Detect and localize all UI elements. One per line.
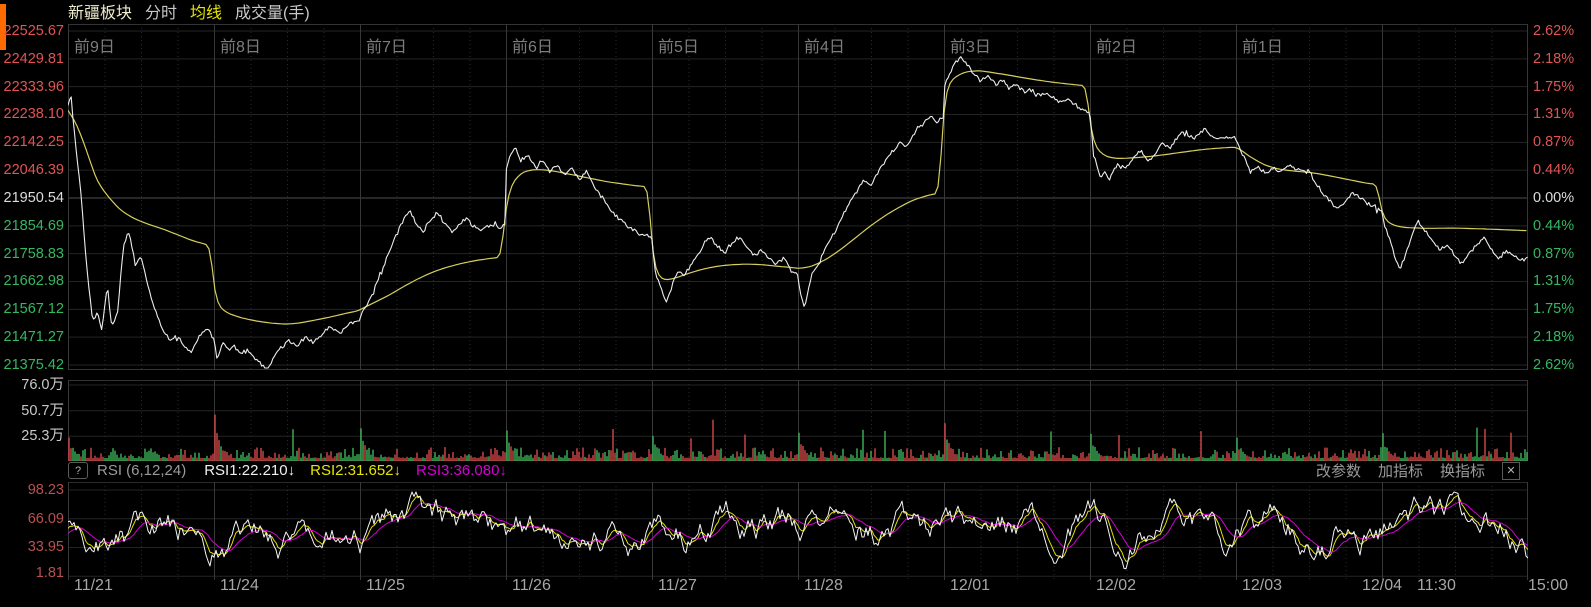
rsi-axis-label: 1.81 [35, 565, 64, 581]
help-icon[interactable]: ? [68, 462, 88, 479]
price-axis-label: 22429.81 [3, 51, 64, 67]
date-label: 11/27 [658, 577, 697, 594]
price-axis-label: 22238.10 [3, 106, 64, 122]
rsi-header-bar: ? RSI (6,12,24) RSI1:22.210↓ RSI2:31.652… [68, 460, 1520, 481]
price-axis-label: 21854.69 [3, 218, 64, 234]
day-label: 前1日 [1242, 39, 1283, 56]
rsi1-value: RSI1:22.210↓ [204, 462, 296, 479]
pct-axis-label: 1.31% [1533, 273, 1575, 289]
date-label: 12/04 [1362, 577, 1403, 594]
tab-minute-chart[interactable]: 分时 [145, 5, 178, 22]
price-axis-label: 21758.83 [3, 246, 64, 262]
volume-axis-label: 76.0万 [21, 377, 64, 393]
left-accent-strip [0, 4, 6, 50]
day-label: 前8日 [220, 39, 261, 56]
day-label: 前3日 [950, 39, 991, 56]
change-params-button[interactable]: 改参数 [1315, 463, 1361, 480]
day-label: 前7日 [366, 39, 407, 56]
price-axis-label: 22046.39 [3, 162, 64, 178]
price-axis-label: 22525.67 [3, 23, 64, 39]
price-axis-label: 21662.98 [3, 273, 64, 289]
date-label: 12/03 [1242, 577, 1283, 594]
date-label: 11/24 [220, 577, 259, 594]
pct-axis-label: 1.75% [1533, 79, 1575, 95]
day-label: 前9日 [74, 39, 115, 56]
day-label: 前6日 [512, 39, 553, 56]
day-label: 前4日 [804, 39, 845, 56]
pct-axis-label: 1.75% [1533, 301, 1575, 317]
rsi3-value: RSI3:36.080↓ [416, 462, 507, 479]
pct-axis-label: 0.87% [1533, 246, 1575, 262]
switch-indicator-button[interactable]: 换指标 [1439, 463, 1485, 480]
pct-axis-label: 2.18% [1533, 329, 1575, 345]
pct-axis-label: 2.62% [1533, 357, 1575, 373]
price-axis-label: 21375.42 [3, 357, 64, 373]
volume-chart-panel[interactable] [68, 380, 1528, 461]
pct-axis-label: 0.44% [1533, 218, 1575, 234]
date-label: 12/01 [950, 577, 991, 594]
close-icon[interactable]: ✕ [1502, 461, 1520, 480]
day-label: 前2日 [1096, 39, 1137, 56]
rsi-indicator-title[interactable]: RSI (6,12,24) [97, 462, 187, 479]
tab-volume[interactable]: 成交量(手) [235, 5, 310, 22]
date-label: 11/25 [366, 577, 405, 594]
date-label: 11/28 [804, 577, 843, 594]
rsi-axis-label: 98.23 [27, 482, 64, 498]
volume-axis-label: 50.7万 [21, 403, 64, 419]
day-label: 前5日 [658, 39, 699, 56]
volume-axis-label: 25.3万 [21, 428, 64, 444]
add-indicator-button[interactable]: 加指标 [1377, 463, 1423, 480]
pct-axis-label: 2.18% [1533, 51, 1575, 67]
date-label: 11/26 [512, 577, 551, 594]
pct-axis-label: 0.87% [1533, 134, 1575, 150]
date-label: 11/21 [74, 577, 113, 594]
sector-title: 新疆板块 [68, 5, 133, 22]
pct-axis-label: 2.62% [1533, 23, 1575, 39]
tab-moving-average[interactable]: 均线 [190, 5, 223, 22]
price-axis-label: 22333.96 [3, 79, 64, 95]
rsi-actions: 改参数 加指标 换指标 ✕ [1316, 460, 1520, 481]
price-axis-label: 21950.54 [3, 190, 64, 206]
rsi2-value: RSI2:31.652↓ [310, 462, 402, 479]
price-chart-panel[interactable] [68, 24, 1528, 370]
pct-axis-label: 0.00% [1533, 190, 1575, 206]
date-label: 12/02 [1096, 577, 1137, 594]
pct-axis-label: 1.31% [1533, 106, 1575, 122]
time-label: 15:00 [1528, 577, 1569, 594]
price-axis-label: 22142.25 [3, 134, 64, 150]
rsi-chart-panel[interactable] [68, 482, 1528, 580]
topbar: 新疆板块 分时 均线 成交量(手) [68, 0, 323, 22]
rsi-axis-label: 66.09 [27, 511, 64, 527]
price-axis-label: 21567.12 [3, 301, 64, 317]
rsi-axis-label: 33.95 [27, 539, 64, 555]
price-axis-label: 21471.27 [3, 329, 64, 345]
pct-axis-label: 0.44% [1533, 162, 1575, 178]
time-label: 11:30 [1417, 577, 1456, 594]
